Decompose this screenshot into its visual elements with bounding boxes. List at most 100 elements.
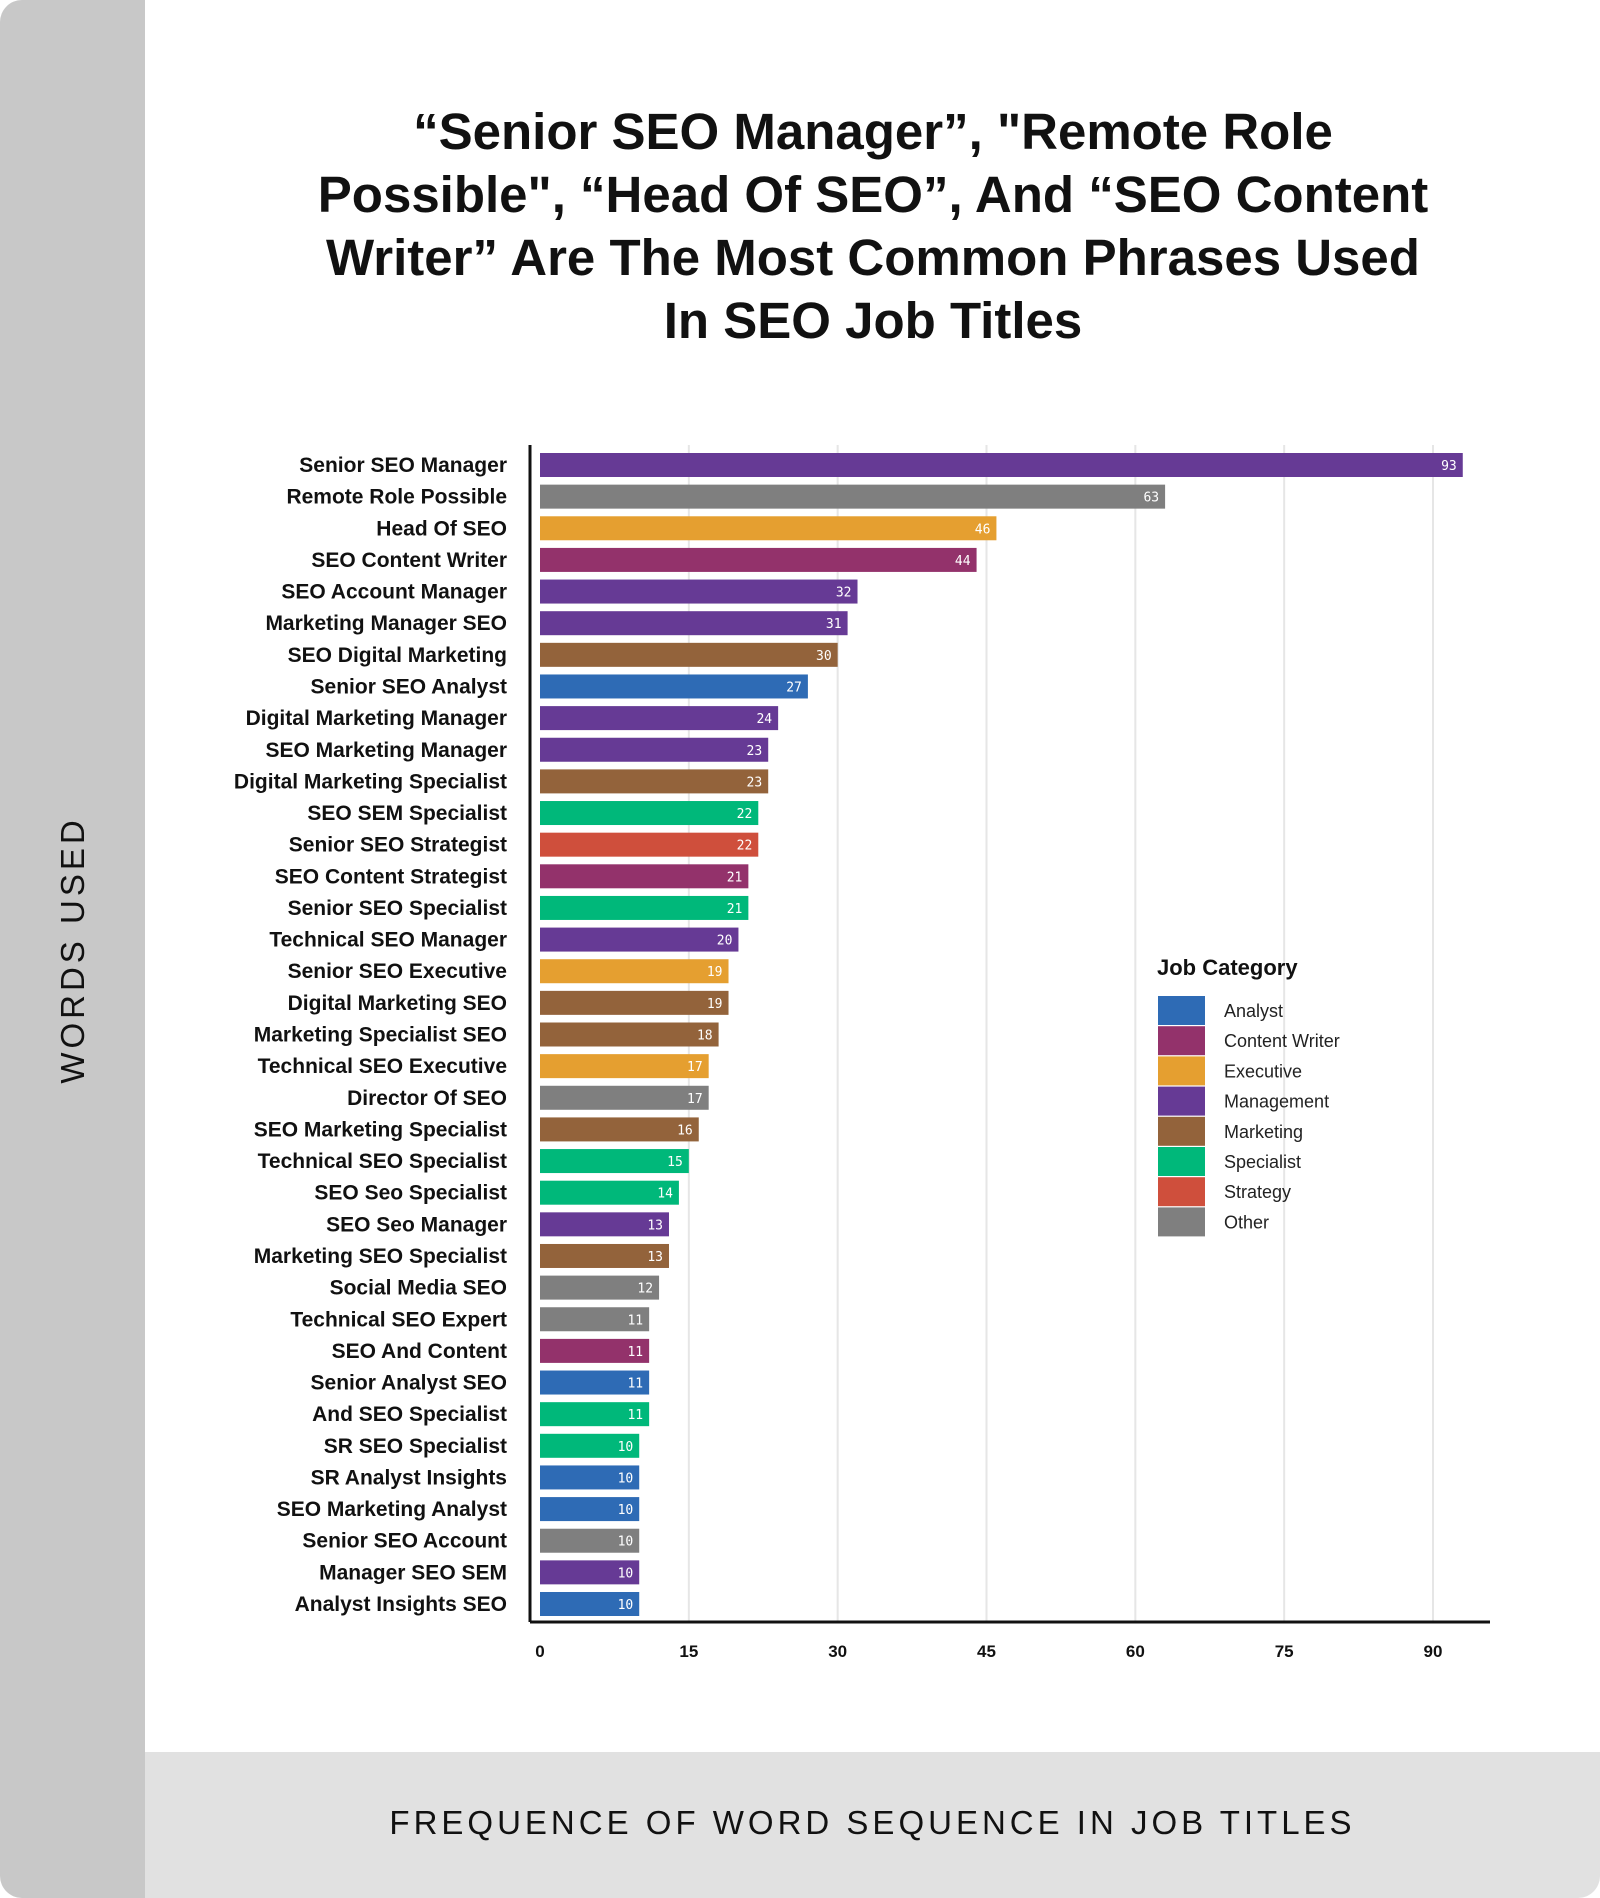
data-label: 46: [975, 522, 991, 537]
data-label: 13: [647, 1218, 663, 1233]
data-label: 11: [627, 1377, 643, 1392]
legend-label: Other: [1224, 1212, 1269, 1232]
category-label: Digital Marketing Specialist: [234, 770, 507, 793]
bar: [540, 1497, 640, 1522]
data-label: 11: [627, 1345, 643, 1360]
bar: [540, 453, 1463, 477]
x-tick-label: 15: [679, 1642, 698, 1661]
category-label: SEO SEM Specialist: [307, 802, 507, 825]
legend-swatch: [1158, 996, 1205, 1025]
x-tick-label: 60: [1126, 1642, 1145, 1661]
bar: [540, 1212, 669, 1237]
bar: [540, 674, 808, 699]
data-label: 19: [707, 997, 723, 1012]
data-label: 18: [697, 1029, 713, 1044]
category-label: Technical SEO Executive: [258, 1055, 507, 1078]
category-label: Senior SEO Executive: [288, 960, 507, 983]
bar: [540, 1117, 699, 1142]
bar: [540, 706, 779, 731]
bar: [540, 579, 858, 604]
data-label: 32: [836, 586, 852, 601]
x-axis-label: FREQUENCE OF WORD SEQUENCE IN JOB TITLES: [389, 1804, 1356, 1841]
x-axis-panel: FREQUENCE OF WORD SEQUENCE IN JOB TITLES: [145, 1752, 1600, 1898]
bar: [540, 547, 977, 572]
data-label: 12: [637, 1282, 653, 1297]
x-tick-label: 75: [1275, 1642, 1294, 1661]
legend-swatch: [1158, 1116, 1205, 1146]
bar: [540, 737, 769, 762]
category-label: Analyst Insights SEO: [295, 1593, 507, 1616]
data-label: 17: [687, 1060, 703, 1075]
category-label: Senior Analyst SEO: [311, 1372, 507, 1395]
category-label: Marketing Specialist SEO: [254, 1024, 507, 1047]
bar: [540, 1307, 650, 1332]
data-label: 31: [826, 617, 842, 632]
bar: [540, 959, 729, 984]
x-tick-label: 30: [828, 1642, 847, 1661]
category-label: Director Of SEO: [347, 1087, 507, 1110]
chart-title: “Senior SEO Manager”, "Remote Role Possi…: [317, 103, 1429, 349]
bar: [540, 1085, 709, 1110]
bar: [540, 516, 997, 541]
data-label: 19: [707, 965, 723, 980]
legend-swatch: [1158, 1086, 1205, 1116]
category-label: Technical SEO Specialist: [258, 1150, 507, 1173]
category-label: SEO Seo Manager: [326, 1213, 507, 1236]
category-label: Technical SEO Manager: [269, 929, 507, 952]
bar: [540, 1592, 640, 1616]
category-label: SEO And Content: [332, 1340, 507, 1363]
category-label: SEO Content Writer: [311, 549, 507, 572]
category-label: Head Of SEO: [376, 517, 507, 540]
data-label: 11: [627, 1408, 643, 1423]
category-label: Senior SEO Manager: [299, 454, 507, 477]
category-label: Technical SEO Expert: [290, 1308, 507, 1331]
x-tick-label: 45: [977, 1642, 996, 1661]
category-label: Marketing Manager SEO: [265, 612, 507, 635]
legend-label: Strategy: [1224, 1182, 1291, 1202]
data-label: 10: [618, 1440, 634, 1455]
x-tick-label: 90: [1424, 1642, 1443, 1661]
data-label: 11: [627, 1313, 643, 1328]
legend-label: Management: [1224, 1092, 1329, 1112]
legend-label: Executive: [1224, 1061, 1302, 1081]
data-label: 22: [737, 807, 753, 822]
y-axis-panel: WORDS USED: [0, 0, 145, 1898]
bar: [540, 801, 759, 826]
bar: [540, 1149, 689, 1174]
legend-label: Specialist: [1224, 1152, 1301, 1172]
bar: [540, 1243, 669, 1268]
category-label: Senior SEO Analyst: [311, 675, 507, 698]
category-label: Senior SEO Strategist: [289, 834, 507, 857]
data-label: 10: [618, 1598, 634, 1613]
data-label: 63: [1143, 491, 1159, 506]
bar: [540, 611, 848, 636]
legend-swatch: [1158, 1026, 1205, 1056]
legend-swatch: [1158, 1147, 1205, 1176]
bar: [540, 1560, 640, 1585]
data-label: 20: [717, 934, 733, 949]
legend-title: Job Category: [1157, 955, 1298, 980]
category-label: SEO Account Manager: [281, 581, 507, 604]
bar: [540, 642, 838, 667]
bar: [540, 1465, 640, 1490]
bar: [540, 864, 749, 889]
bar: [540, 769, 769, 794]
category-label: Senior SEO Specialist: [288, 897, 507, 920]
bar: [540, 1370, 650, 1395]
data-label: 14: [657, 1187, 673, 1202]
data-label: 22: [737, 839, 753, 854]
bar: [540, 484, 1166, 509]
bar: [540, 990, 729, 1015]
bar: [540, 1275, 660, 1300]
data-label: 10: [618, 1471, 634, 1486]
legend-label: Analyst: [1224, 1001, 1283, 1021]
data-label: 10: [618, 1535, 634, 1550]
bar: [540, 1180, 679, 1205]
data-label: 24: [756, 712, 772, 727]
bar: [540, 1528, 640, 1553]
data-label: 16: [677, 1123, 693, 1138]
legend-label: Content Writer: [1224, 1031, 1340, 1051]
category-label: SEO Marketing Manager: [265, 739, 507, 762]
legend-swatch: [1158, 1056, 1205, 1086]
